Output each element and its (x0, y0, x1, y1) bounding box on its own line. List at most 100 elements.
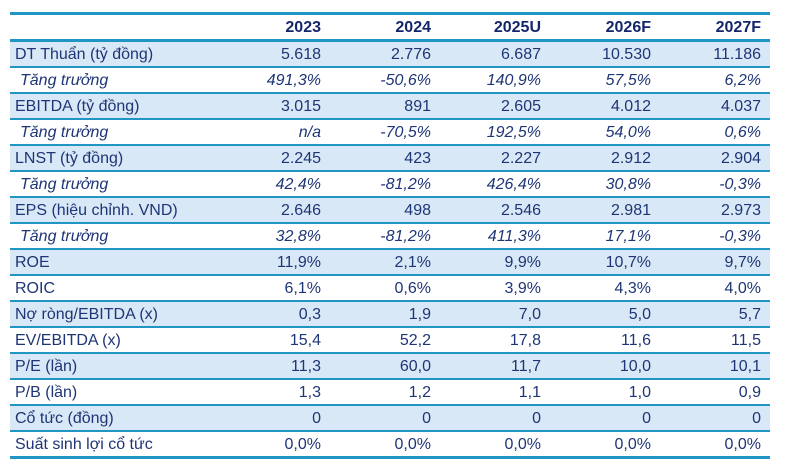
financials-table: 2023 2024 2025U 2026F 2027F DT Thuẩn (tỷ… (10, 12, 770, 459)
table-cell: -81,2% (380, 175, 431, 193)
table-row: ROE 11,9% 2,1% 9,9% 10,7% 9,7% (10, 249, 770, 275)
row-label: Suất sinh lợi cổ tức (15, 435, 153, 453)
table-cell: -0,3% (719, 175, 761, 193)
table-body: DT Thuẩn (tỷ đồng) 5.618 2.776 6.687 10.530 1… (10, 40, 770, 458)
table-cell: 3.015 (280, 97, 321, 115)
row-label: P/E (lần) (15, 357, 78, 375)
table-row: DT Thuẩn (tỷ đồng) 5.618 2.776 6.687 10.530 1… (10, 40, 770, 67)
financials-table-container: 2023 2024 2025U 2026F 2027F DT Thuẩn (tỷ… (10, 12, 770, 459)
row-label: EBITDA (tỷ đồng) (15, 97, 140, 115)
table-cell: 32,8% (275, 227, 321, 245)
corner-cell (10, 14, 220, 41)
table-cell: 2.904 (720, 149, 761, 167)
table-cell: 11.186 (713, 45, 761, 63)
row-label: Tăng trưởng (20, 175, 109, 193)
table-cell: -50,6% (380, 71, 431, 89)
table-row: LNST (tỷ đồng) 2.245 423 2.227 2.912 2.904 (10, 145, 770, 171)
table-cell: 0,0% (284, 435, 321, 453)
table-cell: 0 (312, 409, 321, 427)
table-cell: 7,0 (518, 305, 541, 323)
table-cell: 10,1 (729, 357, 761, 375)
table-cell: 1,2 (408, 383, 431, 401)
column-header-2027f: 2027F (715, 18, 761, 36)
table-cell: 411,3% (487, 227, 541, 245)
table-cell: 1,3 (298, 383, 321, 401)
table-cell: 5,0 (628, 305, 651, 323)
table-row: P/E (lần) 11,3 60,0 11,7 10,0 10,1 (10, 353, 770, 379)
table-cell: 17,1% (605, 227, 651, 245)
table-cell: 57,5% (605, 71, 651, 89)
table-cell: 2.245 (280, 149, 321, 167)
table-cell: 1,0 (628, 383, 651, 401)
table-cell: 5,7 (738, 305, 761, 323)
table-cell: 0,0% (724, 435, 761, 453)
table-row: EBITDA (tỷ đồng) 3.015 891 2.605 4.012 4.037 (10, 93, 770, 119)
table-cell: 11,3 (291, 357, 321, 375)
table-cell: 0,0% (504, 435, 541, 453)
table-cell: -81,2% (380, 227, 431, 245)
table-cell: 2.912 (610, 149, 651, 167)
table-cell: 11,6 (621, 331, 651, 349)
table-cell: 17,8 (509, 331, 541, 349)
table-cell: 10.530 (602, 45, 651, 63)
table-cell: 9,9% (504, 253, 541, 271)
row-label: P/B (lần) (15, 383, 78, 401)
table-cell: 2.646 (280, 201, 321, 219)
table-cell: 54,0% (605, 123, 651, 141)
row-label: Tăng trưởng (20, 227, 109, 245)
table-cell: 6,2% (724, 71, 761, 89)
table-cell: 0,9 (738, 383, 761, 401)
table-cell: 30,8% (605, 175, 651, 193)
table-cell: 9,7% (724, 253, 761, 271)
row-label: Nợ ròng/EBITDA (x) (15, 305, 158, 323)
table-cell: -0,3% (719, 227, 761, 245)
table-cell: 10,0 (619, 357, 651, 375)
table-row: EPS (hiệu chỉnh. VND) 2.646 498 2.546 2.981 2… (10, 197, 770, 223)
table-row: P/B (lần) 1,3 1,2 1,1 1,0 0,9 (10, 379, 770, 405)
table-cell: 4.012 (610, 97, 651, 115)
table-cell: 1,9 (408, 305, 431, 323)
column-header-2025u: 2025U (493, 18, 541, 36)
table-cell: 140,9% (486, 71, 541, 89)
table-cell: 15,4 (289, 331, 321, 349)
row-label: EPS (hiệu chỉnh. VND) (15, 201, 178, 219)
table-cell: 0,6% (724, 123, 761, 141)
table-cell: 0 (422, 409, 431, 427)
table-cell: 2.227 (500, 149, 541, 167)
table-cell: 4,3% (614, 279, 651, 297)
table-cell: 0,6% (394, 279, 431, 297)
row-label: LNST (tỷ đồng) (15, 149, 124, 167)
table-cell: 6,1% (284, 279, 321, 297)
table-cell: 891 (404, 97, 431, 115)
table-cell: 2.973 (720, 201, 761, 219)
table-cell: 52,2 (399, 331, 431, 349)
table-cell: 2.776 (390, 45, 431, 63)
column-header-2026f: 2026F (605, 18, 651, 36)
table-row: ROIC 6,1% 0,6% 3,9% 4,3% 4,0% (10, 275, 770, 301)
table-cell: n/a (298, 123, 321, 141)
table-cell: 60,0 (399, 357, 431, 375)
table-cell: 192,5% (486, 123, 541, 141)
table-cell: 42,4% (275, 175, 321, 193)
table-cell: 4,0% (724, 279, 761, 297)
table-cell: 2.546 (500, 201, 541, 219)
row-label: Tăng trưởng (20, 71, 109, 89)
table-cell: 426,4% (486, 175, 541, 193)
table-row: Suất sinh lợi cổ tức 0,0% 0,0% 0,0% 0,0% 0,0% (10, 431, 770, 458)
column-header-2024: 2024 (395, 18, 431, 36)
table-cell: 2.605 (500, 97, 541, 115)
table-cell: 1,1 (518, 383, 541, 401)
table-row: Tăng trưởng 491,3% -50,6% 140,9% 57,5% 6,2% (10, 67, 770, 93)
table-cell: 2.981 (610, 201, 651, 219)
row-label: Tăng trưởng (20, 123, 109, 141)
table-row: Tăng trưởng 32,8% -81,2% 411,3% 17,1% -0,3% (10, 223, 770, 249)
table-cell: 5.618 (280, 45, 321, 63)
column-header-2023: 2023 (285, 18, 321, 36)
header-row: 2023 2024 2025U 2026F 2027F (10, 13, 770, 41)
table-cell: 0,0% (614, 435, 651, 453)
table-cell: 0 (532, 409, 541, 427)
table-cell: 3,9% (504, 279, 541, 297)
table-cell: 11,5 (731, 331, 761, 349)
table-cell: 423 (404, 149, 431, 167)
table-cell: 498 (404, 201, 431, 219)
